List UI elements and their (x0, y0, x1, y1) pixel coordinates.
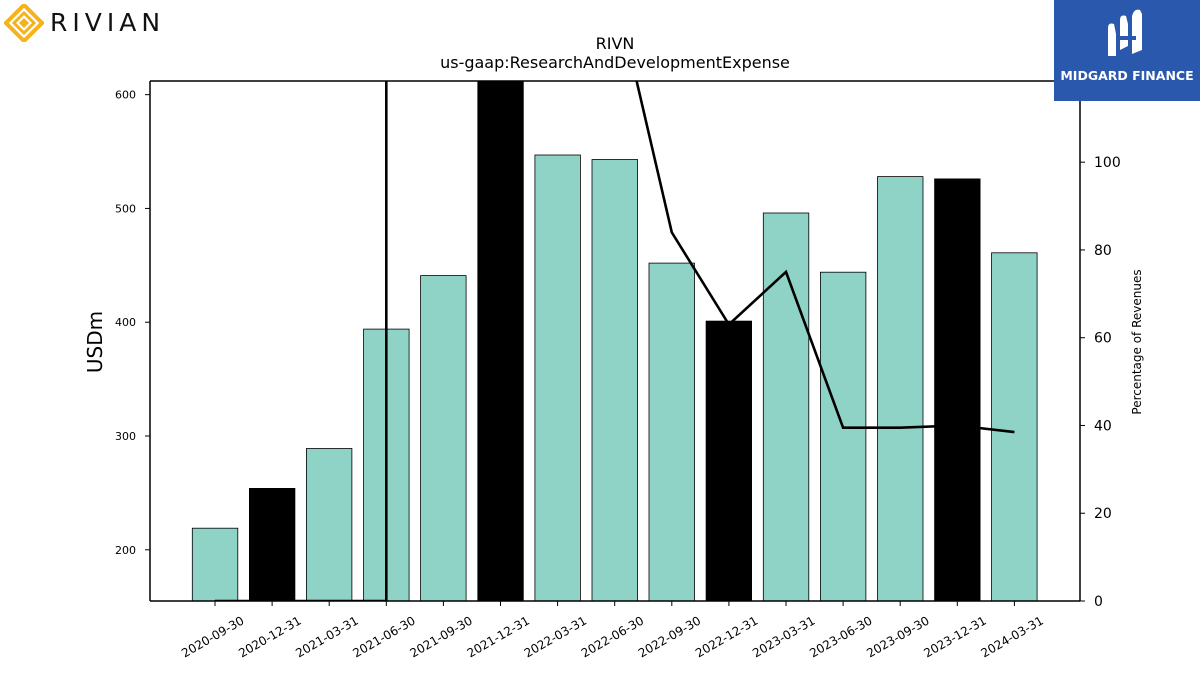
rivian-diamond-icon (4, 4, 44, 42)
bar-2024-03-31 (991, 252, 1038, 602)
y2-tick-label-20: 20 (1094, 506, 1112, 522)
x-tick-label-2024-03-31: 2024-03-31 (978, 613, 1045, 660)
x-tick-label-2021-03-31: 2021-03-31 (293, 613, 360, 660)
bar-2023-03-31 (762, 212, 810, 602)
ratio-line-early (215, 81, 388, 601)
y-axis-label: USDm (83, 311, 107, 373)
y-tick-label-500: 500 (115, 202, 136, 215)
x-tick-label-2021-09-30: 2021-09-30 (407, 613, 474, 660)
bar-2022-06-30 (591, 159, 638, 602)
x-tick-label-2023-12-31: 2023-12-31 (921, 613, 988, 660)
bar-2021-12-31 (477, 80, 524, 602)
bar-2020-09-30 (191, 527, 239, 602)
bar-2022-03-31 (534, 154, 581, 602)
y2-tick-label-80: 80 (1094, 243, 1112, 259)
bar-2023-06-30 (820, 271, 867, 602)
bar-2021-03-31 (305, 448, 353, 602)
bar-2022-09-30 (648, 262, 695, 602)
bar-2022-12-31 (705, 320, 752, 602)
rivian-logo (4, 4, 194, 42)
y2-tick-label-100: 100 (1094, 155, 1121, 171)
x-tick-label-2023-06-30: 2023-06-30 (807, 613, 874, 660)
midgard-logo-text: MIDGARD FINANCE (1060, 68, 1194, 83)
x-tick-label-2023-09-30: 2023-09-30 (864, 613, 931, 660)
bar-2021-09-30 (420, 275, 467, 602)
bar-2023-12-31 (934, 178, 981, 602)
y2-tick-label-40: 40 (1094, 418, 1112, 434)
bar-2023-09-30 (877, 176, 924, 602)
x-tick-label-2022-06-30: 2022-06-30 (579, 613, 646, 660)
bar-2020-12-31 (248, 487, 296, 602)
chart-title: RIVN (596, 34, 635, 53)
midgard-mark-icon (1108, 9, 1142, 56)
y-tick-label-300: 300 (115, 430, 136, 443)
ratio-line-late (635, 81, 1015, 434)
midgard-finance-logo: MIDGARD FINANCE (1054, 0, 1200, 101)
chart-subtitle: us-gaap:ResearchAndDevelopmentExpense (440, 53, 790, 72)
y-tick-label-200: 200 (115, 544, 136, 557)
x-tick-label-2020-12-31: 2020-12-31 (236, 613, 303, 660)
x-tick-label-2022-12-31: 2022-12-31 (693, 613, 760, 660)
y2-tick-label-60: 60 (1094, 331, 1112, 347)
x-tick-label-2021-12-31: 2021-12-31 (465, 613, 532, 660)
y-tick-label-600: 600 (115, 89, 136, 102)
y-tick-label-400: 400 (115, 316, 136, 329)
x-tick-label-2020-09-30: 2020-09-30 (179, 613, 246, 660)
x-tick-label-2022-09-30: 2022-09-30 (636, 613, 703, 660)
x-tick-label-2022-03-31: 2022-03-31 (522, 613, 589, 660)
x-tick-label-2023-03-31: 2023-03-31 (750, 613, 817, 660)
y2-axis-label: Percentage of Revenues (1130, 269, 1144, 414)
y2-tick-label-0: 0 (1094, 594, 1103, 610)
rivian-logo-text: RIVIAN (50, 8, 166, 37)
x-tick-label-2021-06-30: 2021-06-30 (350, 613, 417, 660)
